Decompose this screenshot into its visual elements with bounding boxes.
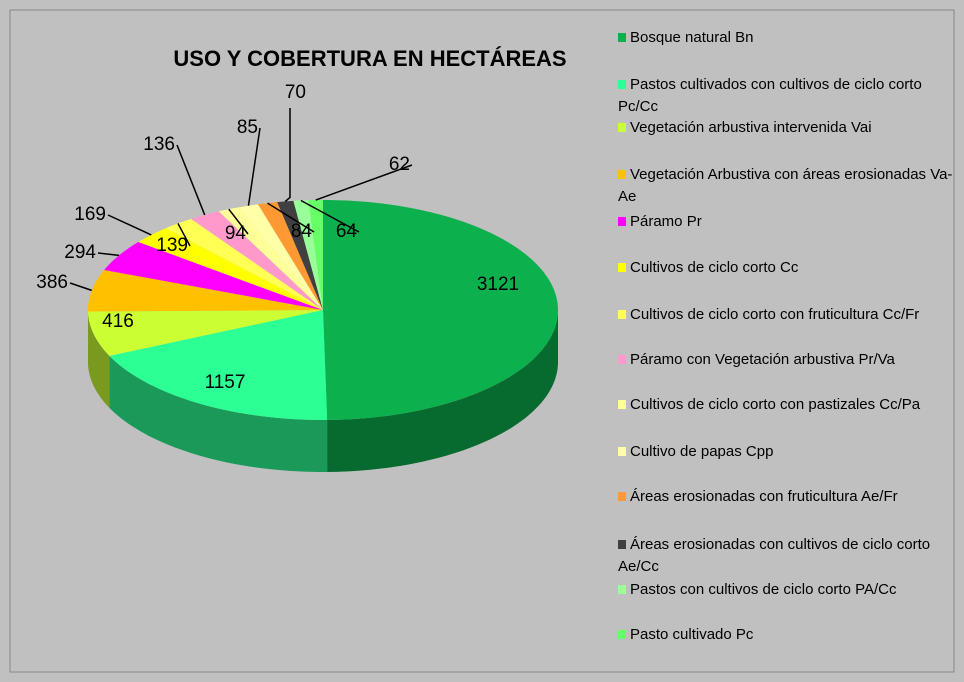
legend-entry: Pasto cultivado Pc — [618, 624, 958, 646]
slice — [88, 269, 323, 312]
legend-swatch — [618, 263, 626, 272]
slice — [277, 200, 323, 310]
data-label: 62 — [389, 154, 410, 175]
legend-swatch — [618, 80, 626, 89]
legend-label: Cultivos de ciclo corto con pastizales C… — [630, 396, 921, 413]
data-label: 70 — [285, 82, 306, 103]
legend-entry: Pastos cultivados con cultivos de ciclo … — [618, 74, 958, 118]
data-label: 139 — [156, 235, 188, 256]
slice — [165, 218, 323, 310]
legend-swatch — [618, 492, 626, 501]
data-label: 3121 — [477, 274, 519, 295]
legend-label: Áreas erosionadas con fruticultura Ae/Fr — [630, 488, 898, 505]
legend-swatch — [618, 400, 626, 409]
legend-swatch — [618, 217, 626, 226]
legend-entry: Vegetación arbustiva intervenida Vai — [618, 117, 958, 139]
data-label: 136 — [143, 134, 175, 155]
legend-label: Cultivos de ciclo corto Cc — [630, 259, 799, 276]
legend-swatch — [618, 585, 626, 594]
leader-line — [267, 202, 315, 233]
slice-side — [109, 355, 328, 472]
legend-label: Vegetación arbustiva intervenida Vai — [630, 119, 872, 136]
legend-entry: Bosque natural Bn — [618, 27, 958, 49]
legend-entry: Cultivos de ciclo corto Cc — [618, 257, 958, 279]
legend-swatch — [618, 355, 626, 364]
legend-label: Pastos cultivados con cultivos de ciclo … — [618, 76, 922, 115]
data-label: 64 — [336, 221, 358, 242]
legend-label: Áreas erosionadas con cultivos de ciclo … — [618, 536, 931, 575]
legend-label: Páramo con Vegetación arbustiva Pr/Va — [630, 351, 895, 368]
slice-side — [327, 310, 558, 472]
legend-swatch — [618, 540, 626, 549]
leader-line — [177, 223, 191, 247]
legend-label: Cultivos de ciclo corto con fruticultura… — [630, 306, 920, 323]
chart-border — [9, 9, 955, 673]
leader-line — [247, 127, 261, 206]
legend-swatch — [618, 170, 626, 179]
legend-swatch — [618, 33, 626, 42]
legend-entry: Cultivo de papas Cpp — [618, 441, 958, 463]
legend-entry: Cultivos de ciclo corto con pastizales C… — [618, 394, 958, 416]
legend-entry: Páramo Pr — [618, 211, 958, 233]
data-label: 416 — [102, 311, 134, 332]
data-label: 169 — [74, 204, 106, 225]
slice — [308, 200, 323, 310]
leader-line — [176, 144, 206, 216]
chart-title: USO Y COBERTURA EN HECTÁREAS — [173, 46, 566, 71]
slice — [323, 200, 558, 420]
legend-entry: Pastos con cultivos de ciclo corto PA/Cc — [618, 579, 958, 601]
slice — [191, 211, 323, 310]
leader-line — [284, 108, 291, 202]
slice — [257, 202, 323, 310]
leader-line — [300, 199, 360, 233]
legend-label: Bosque natural Bn — [630, 29, 754, 46]
legend-entry: Páramo con Vegetación arbustiva Pr/Va — [618, 349, 958, 371]
legend-entry: Áreas erosionadas con cultivos de ciclo … — [618, 534, 958, 578]
legend-label: Cultivo de papas Cpp — [630, 443, 774, 460]
legend-swatch — [618, 630, 626, 639]
leader-line — [107, 214, 152, 236]
slice-side — [88, 311, 110, 408]
legend-entry: Áreas erosionadas con fruticultura Ae/Fr — [618, 486, 958, 508]
slice — [239, 204, 323, 310]
legend-label: Páramo Pr — [630, 213, 702, 230]
legend-entry: Vegetación Arbustiva con áreas erosionad… — [618, 164, 958, 208]
data-label: 386 — [36, 272, 68, 293]
leader-line — [228, 208, 249, 235]
data-label: 84 — [291, 221, 313, 242]
slice — [88, 310, 324, 356]
slice — [218, 207, 323, 310]
slice — [293, 200, 323, 310]
data-label: 85 — [237, 117, 258, 138]
legend-label: Pastos con cultivos de ciclo corto PA/Cc — [630, 581, 897, 598]
leader-line — [69, 282, 93, 292]
slice — [109, 310, 328, 420]
leader-line — [97, 252, 120, 257]
slice — [104, 241, 324, 310]
legend-label: Vegetación Arbustiva con áreas erosionad… — [618, 166, 953, 205]
legend-entry: Cultivos de ciclo corto con fruticultura… — [618, 304, 958, 326]
slice — [138, 228, 323, 310]
data-label: 94 — [225, 223, 247, 244]
legend-label: Pasto cultivado Pc — [630, 626, 754, 643]
legend-swatch — [618, 123, 626, 132]
data-label: 294 — [64, 242, 96, 263]
data-label: 1157 — [205, 372, 246, 393]
legend-swatch — [618, 447, 626, 456]
legend-swatch — [618, 310, 626, 319]
leader-line — [315, 164, 413, 201]
